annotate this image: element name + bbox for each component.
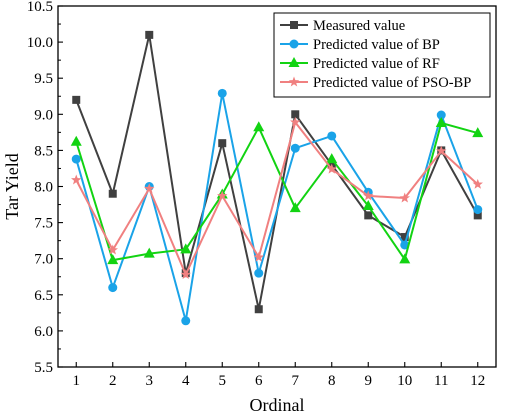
series-4 [71, 116, 483, 280]
data-point [107, 244, 118, 255]
y-tick-label: 9.5 [34, 71, 53, 87]
y-tick-label: 8.5 [34, 143, 53, 159]
x-tick-label: 4 [182, 373, 190, 389]
data-point [72, 95, 81, 104]
data-point [217, 88, 227, 98]
x-tick-label: 1 [73, 373, 81, 389]
data-point [326, 163, 337, 174]
data-point [218, 139, 227, 148]
legend-marker [288, 57, 300, 67]
data-point [290, 143, 300, 153]
x-tick-label: 6 [255, 373, 263, 389]
series-line [75, 121, 479, 276]
data-point [473, 211, 482, 220]
data-point [290, 116, 301, 127]
data-point [181, 316, 191, 326]
data-point [180, 243, 192, 254]
data-point [289, 202, 301, 213]
x-tick-label: 3 [146, 373, 154, 389]
data-point [145, 30, 154, 39]
data-point [180, 269, 191, 280]
y-tick-label: 10.5 [27, 0, 53, 15]
legend-entry-label: Predicted value of RF [313, 56, 440, 72]
data-point [107, 254, 119, 265]
legend: Measured value Predicted value of BP Predi… [273, 12, 491, 98]
x-tick-label: 5 [219, 373, 227, 389]
data-point [472, 178, 483, 189]
series-3 [70, 116, 484, 265]
data-point [363, 190, 374, 201]
x-axis-title: Ordinal [250, 395, 305, 415]
legend-box [273, 12, 491, 98]
legend-entry-label: Measured value [313, 18, 405, 34]
data-point [326, 153, 338, 164]
x-tick-label: 7 [292, 373, 300, 389]
x-tick-label: 2 [109, 373, 117, 389]
x-tick-label: 12 [470, 373, 485, 389]
data-point [400, 233, 409, 242]
legend-marker [289, 39, 299, 49]
y-tick-label: 6.0 [34, 324, 53, 340]
data-point [436, 110, 446, 120]
data-point [399, 192, 410, 203]
data-point [253, 121, 265, 132]
data-point [473, 205, 483, 215]
data-point [71, 154, 81, 164]
data-point [71, 174, 82, 185]
data-point [364, 211, 373, 220]
legend-entry-label: Predicted value of PSO-BP [313, 75, 471, 91]
x-tick-label: 11 [434, 373, 448, 389]
data-point [436, 145, 447, 156]
data-point [108, 189, 117, 198]
data-point [70, 135, 82, 146]
y-tick-label: 9.0 [34, 107, 53, 123]
data-point [254, 305, 263, 314]
data-point [253, 251, 264, 262]
y-tick-label: 10.0 [27, 35, 53, 51]
y-tick-label: 7.5 [34, 216, 53, 232]
y-tick-label: 6.5 [34, 288, 53, 304]
data-point [472, 127, 484, 138]
y-axis-title: Tar Yield [2, 153, 22, 220]
legend-marker [290, 21, 298, 29]
data-point [217, 190, 228, 201]
x-tick-label: 9 [365, 373, 373, 389]
x-tick-label: 8 [328, 373, 336, 389]
data-point [362, 199, 374, 210]
data-point [327, 131, 337, 141]
data-point [254, 268, 264, 278]
series-line [75, 92, 479, 322]
y-tick-label: 7.0 [34, 252, 53, 268]
y-tick-label: 8.0 [34, 180, 53, 196]
data-point [399, 253, 411, 264]
data-point [108, 283, 118, 293]
data-point [143, 247, 155, 258]
legend-marker [288, 76, 300, 87]
legend-entry-label: Predicted value of BP [313, 37, 440, 53]
x-tick-label: 10 [397, 373, 412, 389]
series-line [75, 121, 479, 262]
data-point [435, 116, 447, 127]
data-point [144, 183, 155, 194]
y-tick-label: 5.5 [34, 360, 53, 376]
data-point [291, 110, 300, 119]
